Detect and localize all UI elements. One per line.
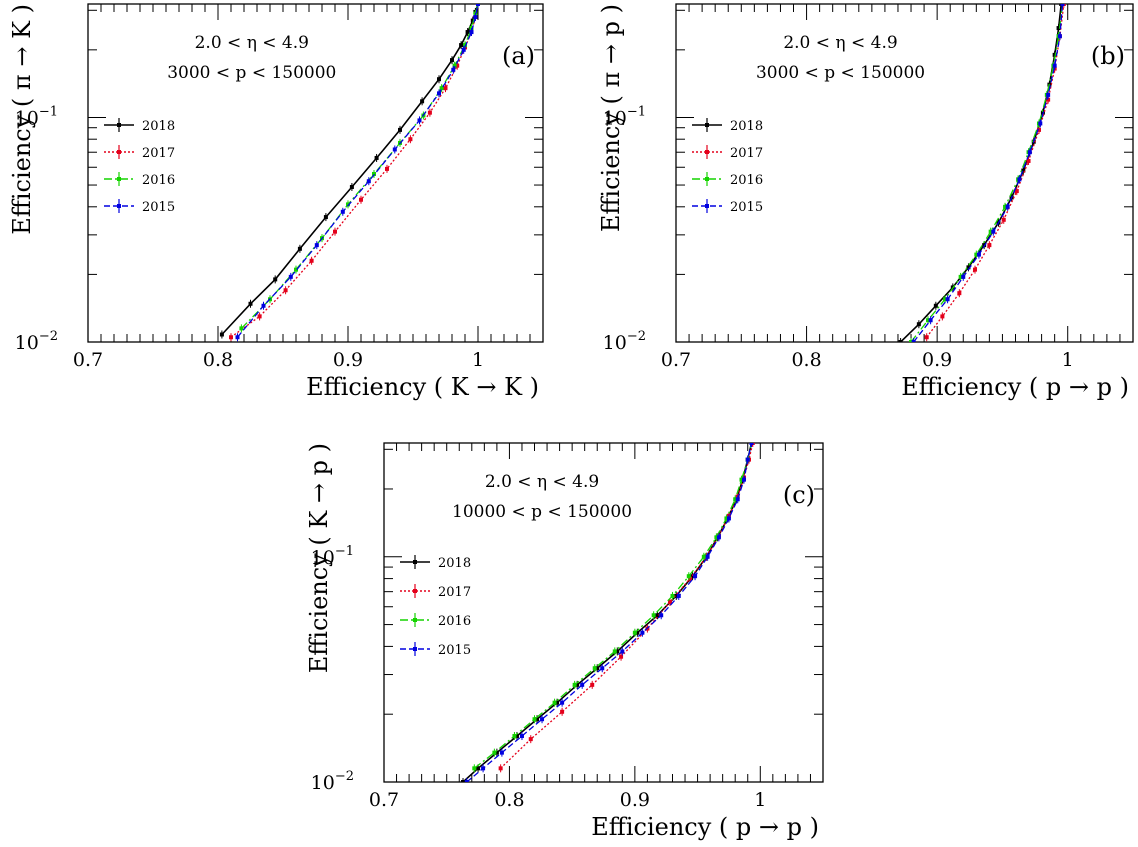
- annotation-text: 2.0 < η < 4.9: [783, 33, 897, 53]
- y-tick-base: 10: [311, 772, 335, 794]
- x-tick-label: 0.8: [494, 789, 524, 811]
- x-tick-label: 0.9: [922, 349, 952, 371]
- x-axis-title: Efficiency ( p → p ): [591, 813, 819, 841]
- legend-label: 2015: [438, 643, 471, 658]
- plot-frame: [383, 442, 824, 783]
- series-line-2018: [900, 4, 1062, 342]
- y-tick-label: 10−1: [15, 104, 58, 129]
- y-tick-base: 10: [15, 332, 39, 354]
- annotation-text: 3000 < p < 150000: [756, 63, 925, 83]
- x-tick-label: 1: [472, 349, 484, 371]
- legend-marker: [705, 177, 709, 181]
- x-tick-label: 0.9: [620, 789, 650, 811]
- legend-marker: [705, 123, 709, 127]
- legend-marker: [705, 204, 709, 208]
- legend-marker: [413, 589, 417, 593]
- series-line-2017: [926, 4, 1065, 338]
- annotation-text: 3000 < p < 150000: [167, 63, 336, 83]
- y-tick-exponent: −2: [627, 329, 646, 344]
- legend-marker: [705, 150, 709, 154]
- legend-entry-2016: 2016: [400, 613, 471, 629]
- x-tick-label: 0.7: [369, 789, 399, 811]
- y-tick-base: 10: [603, 332, 627, 354]
- legend-entry-2015: 2015: [400, 642, 471, 658]
- x-tick-label: 1: [754, 789, 766, 811]
- legend-marker: [413, 618, 417, 622]
- panel-label: (b): [1091, 42, 1125, 70]
- legend-label: 2015: [142, 200, 175, 215]
- series-line-2016: [910, 4, 1064, 342]
- legend-entry-2018: 2018: [692, 118, 763, 134]
- y-tick-exponent: −1: [39, 104, 58, 119]
- x-tick-label: 0.8: [791, 349, 821, 371]
- series-line-2015: [236, 4, 479, 338]
- legend-entry-2017: 2017: [692, 145, 763, 161]
- legend-marker: [117, 123, 121, 127]
- series-group: [219, 4, 480, 342]
- panel-label: (a): [502, 42, 535, 70]
- legend-label: 2017: [730, 146, 763, 161]
- legend-entry-2017: 2017: [400, 584, 471, 600]
- y-axis-title: Efficiency ( π → p ): [597, 4, 625, 232]
- y-axis-title: Efficiency ( K → p ): [305, 443, 333, 673]
- legend-marker: [117, 150, 121, 154]
- x-tick-label: 0.8: [203, 349, 233, 371]
- series-group: [461, 443, 755, 782]
- legend-entry-2015: 2015: [692, 199, 763, 215]
- legend-label: 2018: [730, 119, 763, 134]
- y-tick-base: 10: [603, 107, 627, 129]
- y-axis-title: Efficiency ( π → K ): [8, 4, 36, 235]
- x-axis-title: Efficiency ( K → K ): [306, 373, 539, 401]
- legend-label: 2018: [142, 119, 175, 134]
- legend-label: 2018: [438, 556, 471, 571]
- legend-marker: [117, 204, 121, 208]
- annotation-text: 10000 < p < 150000: [452, 502, 632, 522]
- x-tick-label: 0.7: [661, 349, 691, 371]
- legend-label: 2017: [142, 146, 175, 161]
- y-tick-label: 10−2: [15, 329, 58, 354]
- legend-marker: [413, 647, 417, 651]
- y-tick-label: 10−2: [603, 329, 646, 354]
- legend-label: 2016: [438, 614, 471, 629]
- plot-frame: [87, 3, 544, 343]
- x-tick-label: 0.7: [73, 349, 103, 371]
- y-tick-label: 10−1: [311, 544, 354, 569]
- x-axis-title: Efficiency ( p → p ): [901, 373, 1129, 401]
- annotation-text: 2.0 < η < 4.9: [195, 33, 309, 53]
- annotation-text: 2.0 < η < 4.9: [485, 472, 599, 492]
- y-tick-base: 10: [15, 107, 39, 129]
- x-tick-label: 1: [1062, 349, 1074, 371]
- y-tick-label: 10−1: [603, 104, 646, 129]
- plot-frame: [675, 3, 1134, 343]
- legend-label: 2016: [730, 173, 763, 188]
- x-tick-label: 0.9: [333, 349, 363, 371]
- legend-label: 2017: [438, 585, 471, 600]
- series-line-2015: [913, 4, 1064, 342]
- y-tick-exponent: −1: [335, 544, 354, 559]
- legend-marker: [413, 560, 417, 564]
- series-line-2018: [221, 4, 479, 336]
- y-tick-exponent: −1: [627, 104, 646, 119]
- legend-entry-2017: 2017: [104, 145, 175, 161]
- legend-marker: [117, 177, 121, 181]
- legend-entry-2015: 2015: [104, 199, 175, 215]
- y-tick-base: 10: [311, 547, 335, 569]
- legend-entry-2018: 2018: [400, 555, 471, 571]
- y-tick-label: 10−2: [311, 769, 354, 794]
- panel-label: (c): [783, 481, 815, 509]
- y-tick-exponent: −2: [335, 769, 354, 784]
- legend-entry-2016: 2016: [692, 172, 763, 188]
- legend-entry-2016: 2016: [104, 172, 175, 188]
- y-tick-exponent: −2: [39, 329, 58, 344]
- legend-entry-2018: 2018: [104, 118, 175, 134]
- series-group: [898, 4, 1066, 342]
- series-line-2018: [462, 443, 753, 782]
- legend-label: 2015: [730, 200, 763, 215]
- series-line-2015: [466, 443, 753, 782]
- legend-label: 2016: [142, 173, 175, 188]
